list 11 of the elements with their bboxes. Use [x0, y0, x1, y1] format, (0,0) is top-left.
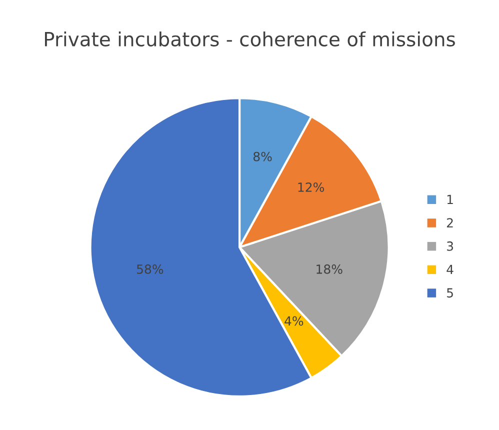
data-label: 18%: [316, 264, 342, 274]
legend-label: 1: [447, 194, 453, 204]
data-label: 8%: [253, 152, 272, 162]
data-label: 12%: [298, 182, 324, 192]
legend-label: 2: [446, 218, 453, 228]
chart-title: Private incubators - coherence of missions: [45, 31, 455, 46]
legend-label: 3: [447, 241, 454, 251]
legend-label: 5: [447, 288, 453, 298]
data-label: 4%: [284, 316, 304, 326]
legend-label: 4: [446, 264, 454, 274]
data-label: 58%: [136, 264, 164, 274]
